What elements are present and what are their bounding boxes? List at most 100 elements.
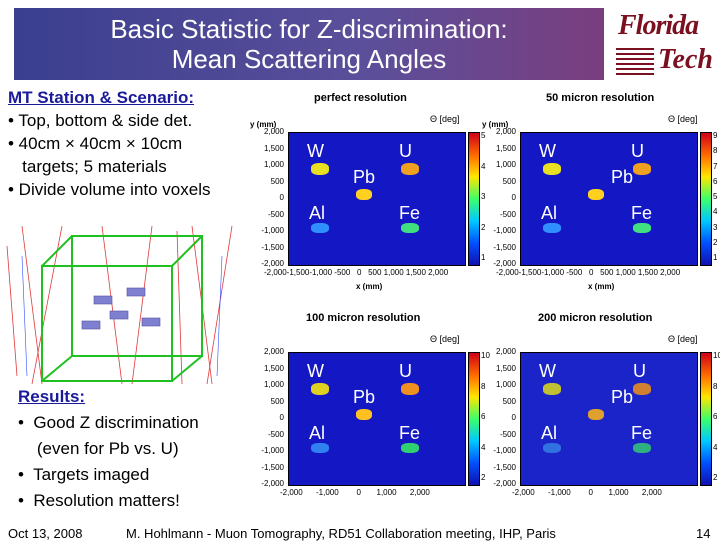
label-fe: Fe — [631, 203, 653, 223]
y-tick-label: -500 — [267, 429, 284, 439]
results-item: • Good Z discrimination — [18, 413, 199, 432]
target-blob-u — [401, 383, 419, 395]
colorbar-tick-label: 4 — [713, 442, 718, 452]
scenario-heading: MT Station & Scenario: — [8, 88, 195, 107]
y-tick-label: 2,000 — [495, 347, 516, 356]
colorbar-tick-label: 4 — [713, 207, 718, 217]
footer-page-number: 14 — [696, 526, 711, 541]
y-tick-label: 1,000 — [263, 380, 284, 389]
colorbar-tick-label: 9 — [713, 131, 718, 140]
heatmap-panel-100-micron: 100 micron resolution Θ [deg] W U Pb Al … — [250, 310, 490, 510]
target-blob-u — [633, 383, 651, 395]
slide-title: Basic Statistic for Z-discrimination: Me… — [14, 14, 604, 74]
scenario-bullet: • Divide volume into voxels — [8, 180, 211, 199]
y-tick-label: 1,500 — [495, 143, 516, 153]
target-blob-fe — [401, 443, 419, 453]
x-axis-label: x (mm) — [356, 282, 383, 291]
y-tick-label: -1,500 — [261, 242, 284, 252]
y-tick-label: -2,000 — [493, 479, 516, 488]
label-al: Al — [309, 203, 326, 223]
label-pb: Pb — [611, 387, 634, 407]
label-al: Al — [541, 203, 558, 223]
y-tick-label: 500 — [270, 176, 284, 186]
scenario-bullet: targets; 5 materials — [8, 157, 167, 176]
y-tick-label: 500 — [270, 396, 284, 406]
y-tick-label: -1,500 — [493, 242, 516, 252]
target-blob-al — [311, 443, 329, 453]
label-pb: Pb — [353, 167, 376, 187]
y-tick-label: 2,000 — [263, 127, 284, 136]
colorbar — [700, 352, 712, 486]
colorbar-tick-label: 8 — [481, 381, 486, 391]
target-blob-fe — [401, 223, 419, 233]
panel-title: perfect resolution — [314, 92, 407, 104]
y-tick-label: 2,000 — [495, 127, 516, 136]
target-blob-w — [543, 163, 561, 175]
y-tick-label: 1,000 — [263, 160, 284, 169]
y-tick-label: 1,500 — [263, 363, 284, 373]
label-w: W — [539, 361, 556, 381]
y-tick-label: -1,000 — [261, 226, 284, 235]
results-item: • Targets imaged — [18, 465, 150, 484]
label-u: U — [633, 361, 646, 381]
label-pb: Pb — [353, 387, 376, 407]
results-item: (even for Pb vs. U) — [18, 439, 179, 458]
target-blob-pb — [588, 189, 604, 200]
y-tick-label: -500 — [499, 429, 516, 439]
y-tick-label: -2,000 — [493, 259, 516, 268]
heatmap-plot: W U Pb Al Fe — [288, 132, 466, 266]
target-blob-pb — [356, 189, 372, 200]
y-tick-label: 1,000 — [495, 380, 516, 389]
target-blob-w — [543, 383, 561, 395]
title-line-2: Mean Scattering Angles — [171, 44, 447, 74]
label-al: Al — [309, 423, 326, 443]
y-tick-label: -1,000 — [493, 446, 516, 455]
colorbar — [468, 132, 480, 266]
label-w: W — [307, 361, 324, 381]
logo-stripes — [616, 48, 654, 76]
heatmap-panel-50-micron: 50 micron resolution Θ [deg] y (mm) W U … — [482, 90, 718, 300]
colorbar — [700, 132, 712, 266]
heatmap-plot: W U Pb Al Fe — [520, 352, 698, 486]
colorbar-tick-label: 6 — [481, 412, 486, 421]
y-tick-label: -1,500 — [493, 462, 516, 472]
y-tick-label: -500 — [499, 209, 516, 219]
colorbar-unit: Θ [deg] — [430, 334, 460, 344]
label-u: U — [399, 361, 412, 381]
y-tick-label: -1,000 — [261, 446, 284, 455]
label-w: W — [539, 141, 556, 161]
target-blob-fe — [633, 223, 651, 233]
label-fe: Fe — [399, 423, 421, 443]
scenario-bullet: • 40cm × 40cm × 10cm — [8, 134, 183, 153]
colorbar-tick-label: 6 — [713, 176, 718, 186]
results-heading: Results: — [18, 387, 86, 406]
y-tick-label: -500 — [267, 209, 284, 219]
target-blob-w — [311, 383, 329, 395]
florida-tech-logo: Florida Tech — [612, 8, 713, 80]
colorbar-tick-label: 1 — [481, 253, 486, 262]
y-axis-label: y (mm) — [482, 120, 509, 129]
x-tick-labels: -2,000 -1,000 0 1,000 2,000 — [512, 488, 662, 497]
colorbar-tick-label: 8 — [713, 381, 718, 391]
label-al: Al — [541, 423, 558, 443]
y-tick-label: 1,500 — [263, 143, 284, 153]
colorbar-tick-label: 3 — [713, 222, 718, 232]
label-u: U — [399, 141, 412, 161]
y-tick-label: 0 — [279, 413, 284, 422]
footer-date: Oct 13, 2008 — [8, 526, 83, 541]
results-item: • Resolution matters! — [18, 491, 180, 510]
y-tick-label: 0 — [511, 413, 516, 422]
y-tick-label: 0 — [279, 193, 284, 202]
label-fe: Fe — [631, 423, 653, 443]
colorbar-unit: Θ [deg] — [430, 114, 460, 124]
colorbar-tick-label: 1 — [713, 253, 718, 262]
panel-title: 50 micron resolution — [546, 92, 655, 104]
x-axis-label: x (mm) — [588, 282, 615, 291]
heatmap-panel-perfect: perfect resolution Θ [deg] y (mm) W U Pb… — [250, 90, 485, 300]
label-pb: Pb — [611, 167, 634, 187]
colorbar-tick-label: 2 — [481, 473, 486, 482]
colorbar-tick-label: 4 — [481, 442, 486, 452]
x-tick-labels: -2,000-1,500-1,000 -500 0 500 1,000 1,50… — [496, 268, 681, 277]
target-blob-al — [543, 443, 561, 453]
scenario-bullet: • Top, bottom & side det. — [8, 111, 193, 130]
